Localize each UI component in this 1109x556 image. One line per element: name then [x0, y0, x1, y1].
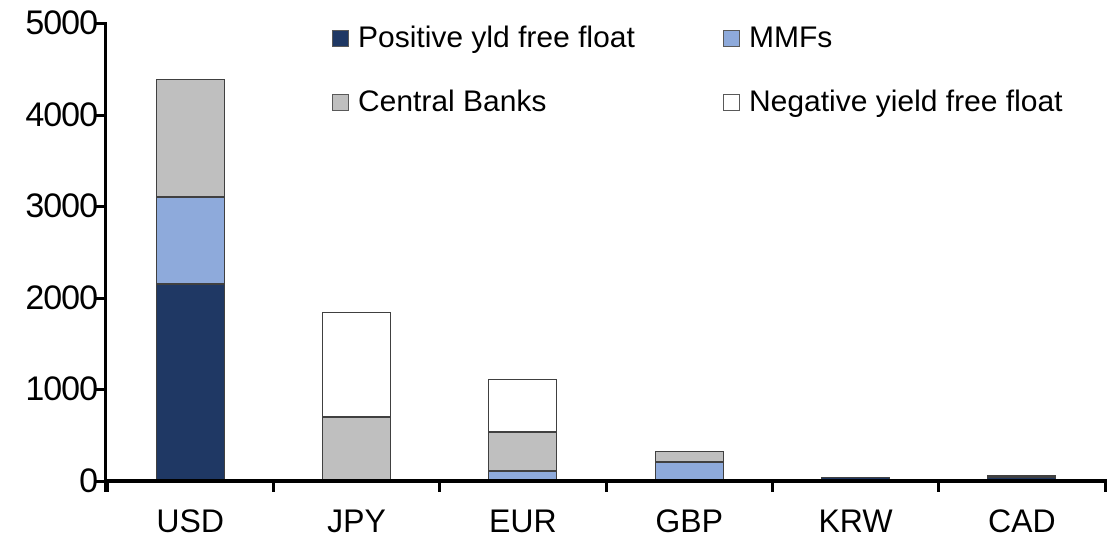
x-axis-tick: [271, 481, 275, 492]
y-axis-tick: [96, 296, 104, 300]
legend-label: MMFs: [749, 21, 833, 54]
x-axis-tick: [438, 481, 442, 492]
legend-swatch-icon: [723, 29, 740, 47]
y-axis-tick: [96, 388, 104, 392]
legend-swatch-icon: [723, 93, 740, 111]
x-category-label-cad: CAD: [988, 503, 1056, 539]
y-tick-label: 2000: [25, 278, 98, 317]
y-axis-tick: [96, 22, 104, 25]
legend-label: Central Banks: [358, 85, 547, 118]
x-axis-tick: [604, 481, 608, 492]
y-tick-label: 5000: [25, 4, 98, 42]
x-axis-tick: [1103, 481, 1107, 492]
legend-label: Negative yield free float: [749, 85, 1063, 118]
y-tick-label: 0: [79, 462, 98, 500]
x-category-label-eur: EUR: [489, 503, 557, 539]
x-axis-tick: [770, 481, 774, 492]
legend-item-positive-yld-free-float: Positive yld free float: [332, 21, 635, 55]
bar-segment-gbp-central-banks: [654, 450, 724, 462]
bar-segment-eur-negative-yield-free-float: [488, 378, 558, 432]
bar-segment-jpy-central-banks: [322, 416, 391, 481]
legend-item-central-banks: Central Banks: [332, 85, 546, 119]
x-category-label-krw: KRW: [818, 503, 893, 539]
y-axis-tick: [96, 113, 104, 117]
y-axis-tick: [96, 480, 104, 483]
y-axis-tick: [96, 205, 104, 209]
y-tick-label: 1000: [25, 370, 98, 409]
x-axis-tick: [937, 481, 941, 492]
x-category-label-usd: USD: [156, 503, 224, 539]
legend-label: Positive yld free float: [358, 21, 635, 54]
bar-segment-usd-mmfs: [155, 197, 225, 285]
legend-item-negative-yield-free-float: Negative yield free float: [723, 85, 1063, 119]
bar-segment-eur-central-banks: [488, 431, 558, 471]
x-category-label-gbp: GBP: [655, 503, 723, 539]
y-tick-label: 3000: [25, 187, 98, 226]
bar-segment-usd-central-banks: [155, 78, 225, 198]
legend-item-mmfs: MMFs: [723, 21, 832, 55]
y-axis-line: [104, 22, 107, 492]
legend-swatch-icon: [332, 29, 349, 47]
x-category-label-jpy: JPY: [327, 503, 386, 539]
bar-segment-usd-positive-yld-free-float: [155, 284, 225, 481]
legend-swatch-icon: [332, 93, 349, 111]
x-axis-tick: [105, 481, 109, 492]
y-tick-label: 4000: [25, 95, 98, 134]
bar-segment-jpy-negative-yield-free-float: [322, 311, 391, 417]
bar-segment-cad-central-banks: [987, 475, 1057, 478]
